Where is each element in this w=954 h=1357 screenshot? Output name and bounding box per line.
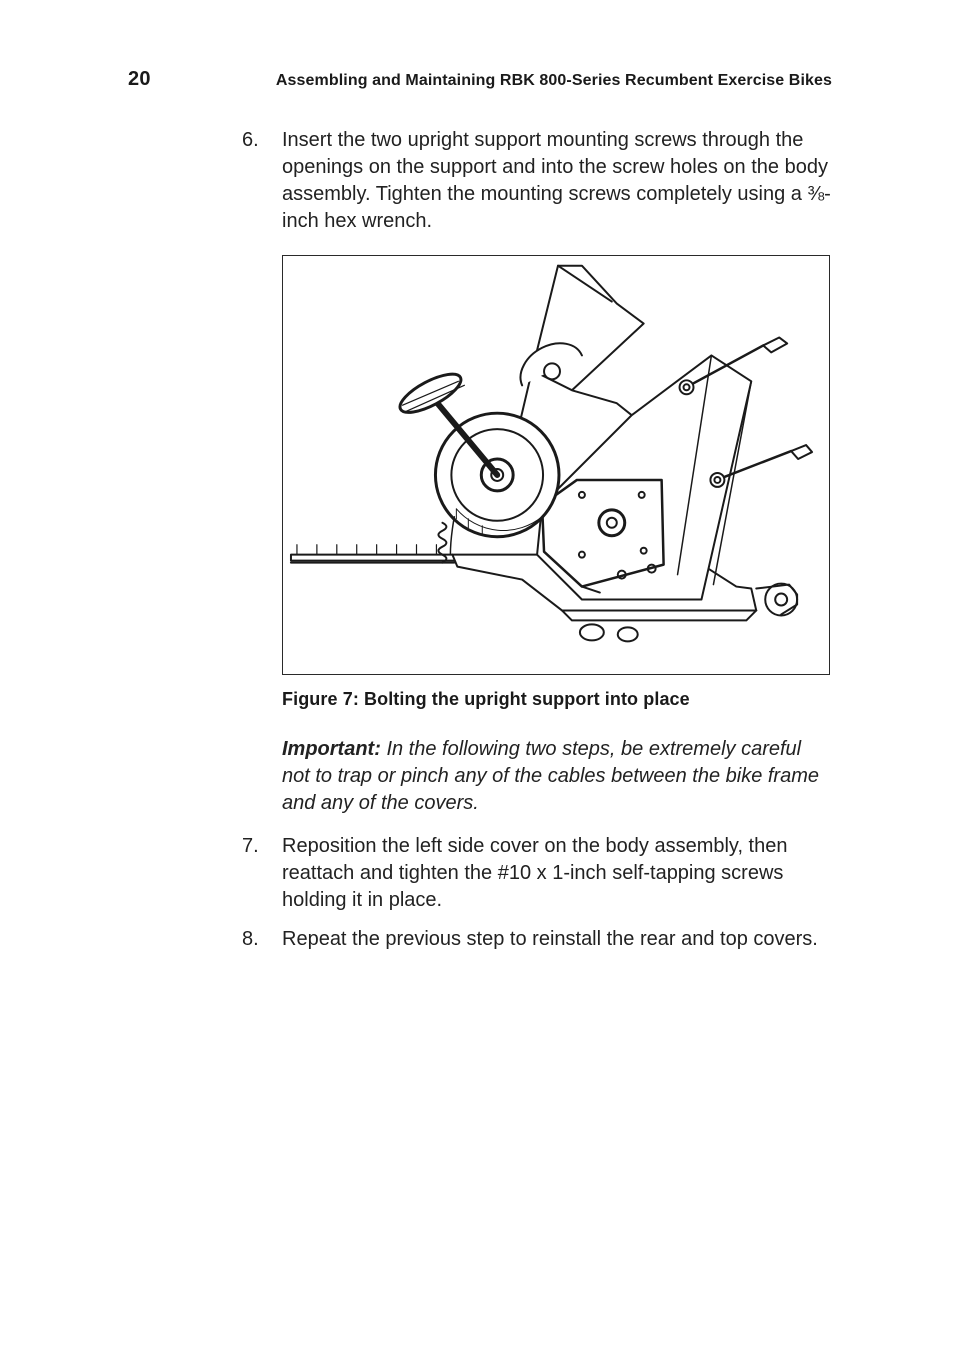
page-header: 20 Assembling and Maintaining RBK 800-Se…: [0, 68, 954, 91]
step-text: Reposition the left side cover on the bo…: [282, 833, 832, 914]
step-7: 7. Reposition the left side cover on the…: [242, 833, 832, 914]
important-label: Important:: [282, 738, 381, 760]
page-root: 20 Assembling and Maintaining RBK 800-Se…: [0, 0, 954, 1357]
step-text: Insert the two upright support mounting …: [282, 127, 832, 235]
assembly-diagram-icon: [283, 255, 829, 675]
page-number: 20: [128, 68, 151, 91]
page-content: 6. Insert the two upright support mounti…: [0, 91, 954, 953]
step-6: 6. Insert the two upright support mounti…: [242, 127, 832, 235]
running-head: Assembling and Maintaining RBK 800-Serie…: [276, 72, 832, 90]
step-number: 7.: [242, 833, 282, 914]
figure-frame: [282, 255, 830, 675]
step-text: Repeat the previous step to reinstall th…: [282, 926, 832, 953]
step-8: 8. Repeat the previous step to reinstall…: [242, 926, 832, 953]
figure-7: Figure 7: Bolting the upright support in…: [282, 255, 832, 710]
step-number: 8.: [242, 926, 282, 953]
step-number: 6.: [242, 127, 282, 235]
important-note: Important: In the following two steps, b…: [282, 736, 832, 817]
figure-caption: Figure 7: Bolting the upright support in…: [282, 689, 832, 710]
